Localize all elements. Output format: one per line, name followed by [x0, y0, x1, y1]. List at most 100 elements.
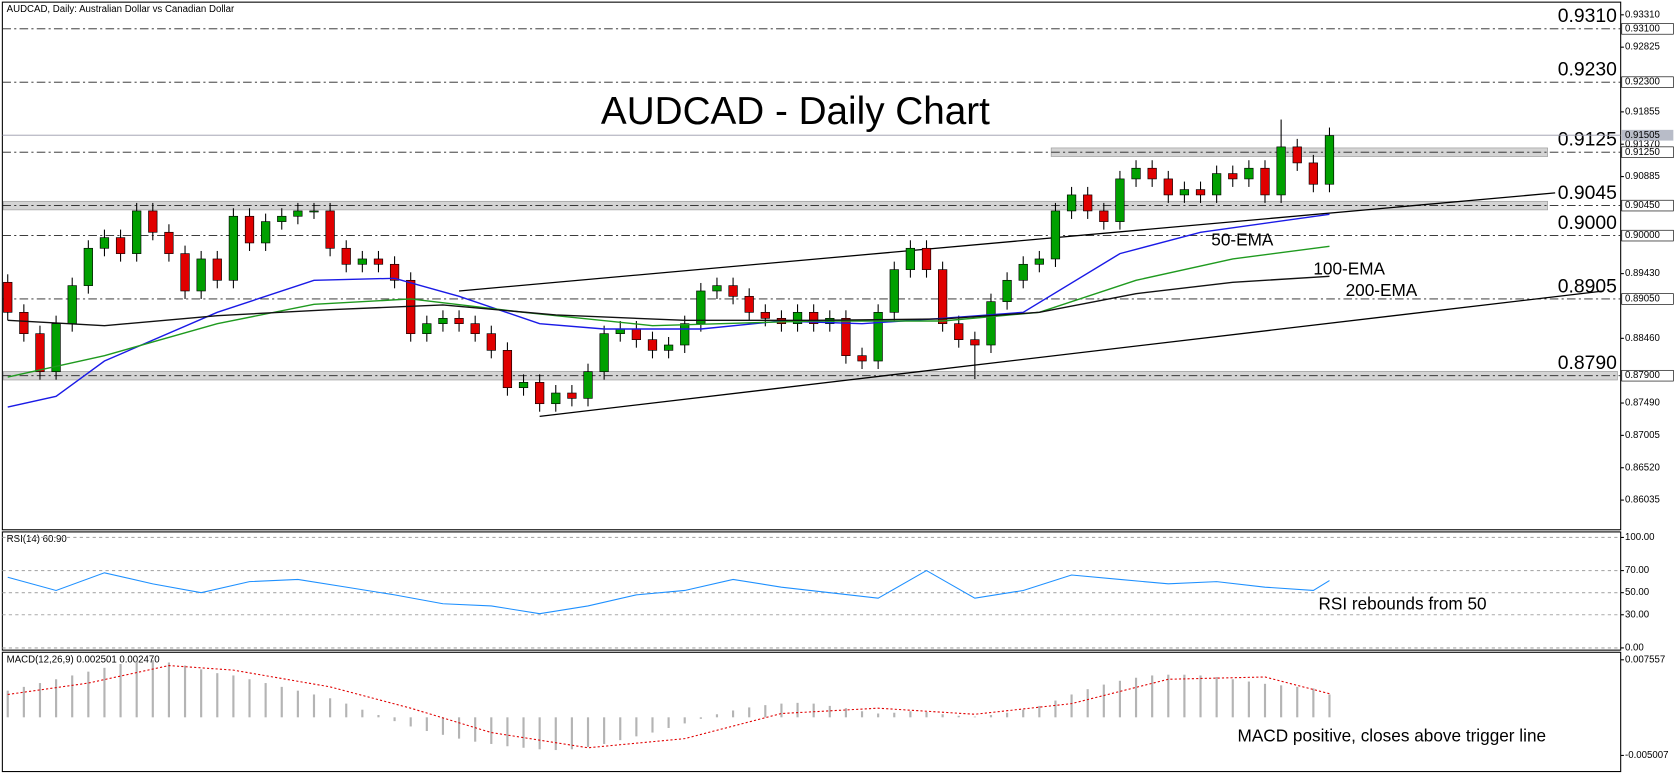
macd-bar	[1022, 709, 1025, 718]
y-tick-label: 0.87005	[1625, 430, 1660, 441]
candle-body	[567, 392, 577, 399]
candle-body	[51, 323, 61, 373]
candle-body	[1179, 189, 1190, 196]
macd-bar	[522, 717, 525, 748]
macd-bar	[1328, 694, 1331, 718]
candle-body	[3, 281, 13, 313]
candle-body	[1163, 178, 1173, 196]
y-tick-label: 0.86035	[1625, 495, 1660, 506]
candle-body	[212, 258, 222, 281]
candle-body	[583, 371, 593, 399]
candle-body	[1324, 135, 1335, 185]
macd-bar	[425, 717, 428, 732]
macd-bar	[1038, 705, 1041, 718]
y-tick-label: 50.00	[1625, 587, 1649, 598]
macd-bar	[780, 703, 783, 718]
candle-body	[1276, 146, 1286, 196]
candle-body	[67, 285, 77, 324]
macd-bar	[715, 714, 719, 718]
axis-box	[1621, 229, 1674, 242]
macd-annotation: MACD positive, closes above trigger line	[1238, 726, 1547, 746]
axis-box-label: 0.89050	[1625, 294, 1660, 305]
macd-bar	[248, 679, 251, 718]
macd-bar	[167, 662, 170, 718]
candle-body	[454, 317, 464, 324]
macd-bar	[619, 717, 622, 741]
candle-body	[663, 344, 674, 351]
candle-body	[728, 285, 738, 297]
candle-body	[518, 382, 529, 389]
chart-subtitle: AUDCAD, Daily: Australian Dollar vs Cana…	[7, 4, 235, 15]
level-label: 0.9125	[1558, 129, 1617, 151]
candle-body	[1260, 167, 1270, 196]
macd-bar	[651, 717, 654, 733]
ema-label: 200-EMA	[1346, 280, 1418, 300]
candle-body	[309, 210, 319, 213]
candle-body	[1147, 167, 1157, 180]
macd-bar	[812, 703, 815, 718]
macd-bar	[22, 686, 25, 718]
candle-body	[599, 333, 609, 373]
macd-bar	[345, 703, 348, 718]
ema-label: 100-EMA	[1313, 258, 1385, 278]
macd-bar	[457, 717, 461, 739]
macd-bar	[1280, 685, 1283, 718]
candle-body	[1002, 279, 1012, 302]
candle-body	[631, 328, 641, 340]
axis-box-label: 0.87900	[1625, 370, 1660, 381]
macd-bar	[393, 717, 396, 722]
level-label: 0.9230	[1558, 58, 1617, 80]
macd-bar	[38, 683, 42, 718]
macd-bar	[603, 717, 606, 744]
candle-body	[389, 263, 400, 281]
macd-bar	[1070, 694, 1073, 718]
candle-body	[1244, 167, 1254, 180]
candle-body	[1034, 258, 1044, 265]
candle-body	[970, 339, 980, 346]
axis-box	[1621, 23, 1674, 35]
macd-bar	[1006, 712, 1009, 718]
macd-bar	[312, 694, 316, 718]
macd-bar	[796, 702, 799, 718]
y-tick-label: 0.007557	[1625, 654, 1665, 665]
macd-bar	[844, 708, 847, 718]
rsi-panel	[1, 531, 1622, 651]
candle-body	[422, 323, 432, 334]
macd-bar	[1183, 674, 1186, 718]
macd-bar	[973, 716, 976, 718]
macd-bar	[1296, 686, 1299, 718]
rsi-annotation: RSI rebounds from 50	[1318, 594, 1486, 614]
candle-body	[470, 323, 480, 334]
candle-body	[486, 333, 496, 351]
axis-box	[1621, 76, 1674, 88]
macd-bar	[1102, 684, 1105, 718]
candle-body	[164, 231, 174, 254]
axis-box-label: 0.93100	[1625, 23, 1660, 34]
axis-box	[1621, 293, 1674, 305]
macd-bar	[87, 671, 90, 718]
candle-body	[905, 247, 916, 270]
candle-body	[535, 382, 545, 405]
macd-bar	[506, 717, 509, 747]
macd-bar	[441, 717, 445, 735]
candle-body	[325, 210, 335, 249]
candle-body	[1018, 263, 1028, 281]
candle-body	[551, 392, 561, 405]
y-tick-label: 0.91370	[1625, 139, 1660, 150]
candle-body	[744, 295, 754, 313]
candle-body	[696, 290, 706, 324]
y-tick-label: 0.92825	[1625, 42, 1660, 53]
macd-bar	[1312, 688, 1315, 718]
candle-body	[293, 210, 303, 217]
ema-line	[7, 245, 1330, 378]
candle-body	[889, 269, 899, 313]
macd-bar	[232, 675, 235, 718]
candle-body	[19, 311, 29, 334]
y-tick-label: 0.87490	[1625, 398, 1660, 409]
candle-body	[1228, 173, 1238, 180]
axis-box-label: 0.91250	[1625, 147, 1660, 158]
macd-bar	[538, 717, 541, 750]
candle-body	[954, 323, 964, 340]
macd-bar	[828, 705, 831, 718]
macd-bar	[474, 717, 477, 742]
